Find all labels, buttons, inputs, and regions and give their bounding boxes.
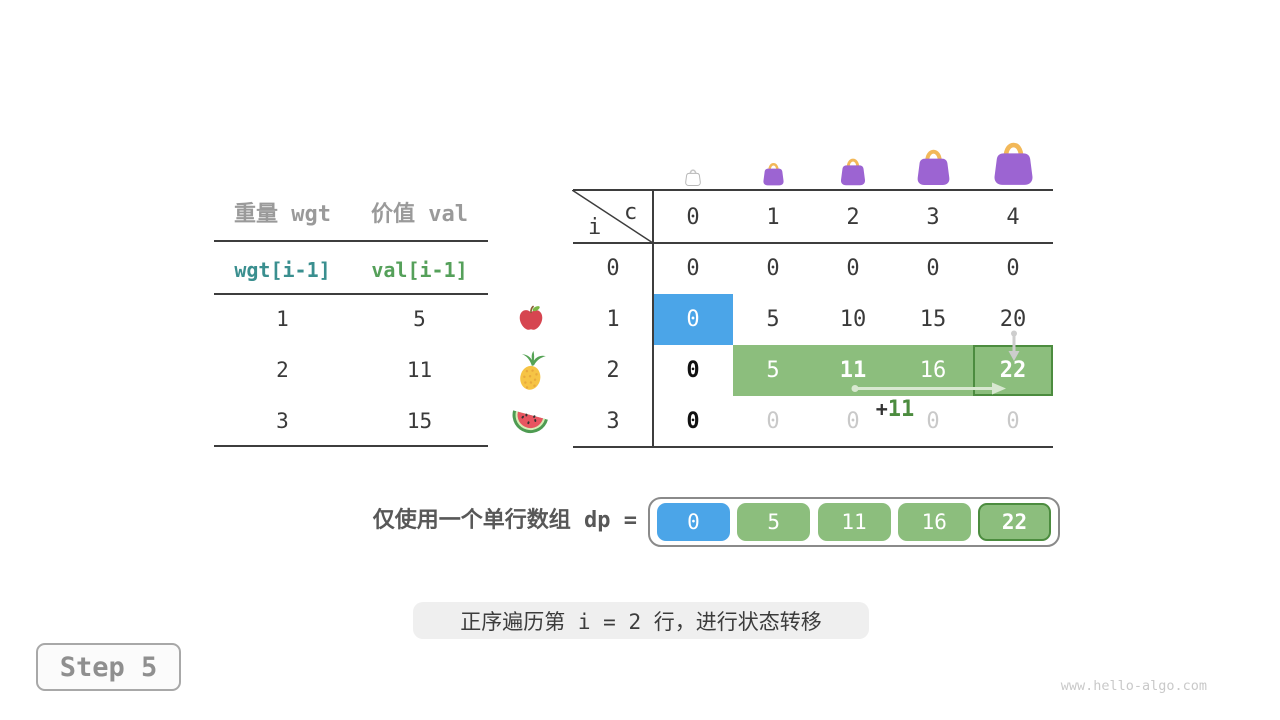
dp-cell-0-3: 0 (926, 256, 940, 281)
dp-array-cell-4: 22 (978, 503, 1051, 541)
watermark: www.hello-algo.com (1060, 678, 1207, 694)
items-table-rule-mid (214, 293, 488, 295)
corner-diagonal-line (572, 190, 653, 243)
col-header-2: 2 (846, 204, 860, 230)
dp-array-cell-1: 5 (737, 503, 811, 541)
pineapple-icon (520, 351, 546, 390)
caption-box: 正序遍历第 i = 2 行，进行状态转移 (413, 602, 869, 639)
dp-cell-1-0: 0 (686, 307, 700, 332)
dp-cell-1-1: 5 (766, 307, 780, 332)
dp-cell-2-3: 16 (919, 358, 947, 383)
dp-cell-1-2: 10 (839, 307, 867, 332)
items-table-row-2: 2 11 (214, 344, 488, 395)
item2-weight: 2 (276, 357, 289, 382)
dp-array-container: 0 5 11 16 22 (648, 497, 1060, 547)
value-column-header: 价值 val (371, 201, 468, 227)
bag-medium-icon (840, 158, 866, 186)
dp-cell-3-2: 0 (846, 409, 860, 434)
weight-column-header: 重量 wgt (234, 201, 331, 227)
dp-table-rule-top (573, 189, 1053, 191)
col-header-3: 3 (926, 204, 940, 230)
empty-bag-icon (685, 169, 701, 186)
dp-array-label: 仅使用一个单行数组 dp = (290, 506, 637, 536)
dp-cell-0-4: 0 (1006, 256, 1020, 281)
dp-cell-1-3: 15 (919, 307, 947, 332)
bag-xlarge-icon (994, 142, 1033, 185)
plus-operator: + (875, 397, 888, 421)
wgt-formula: wgt[i-1] (234, 257, 331, 282)
items-table-formula-row: wgt[i-1] val[i-1] (214, 244, 488, 295)
col-header-0: 0 (686, 204, 700, 230)
bag-large-icon (917, 149, 950, 185)
dp-cell-3-4: 0 (1006, 409, 1020, 434)
dp-cell-3-3: 0 (926, 409, 940, 434)
items-table-rule-top (214, 240, 488, 242)
dp-array-label-cn: 仅使用一个单行数组 (372, 508, 571, 533)
item2-value: 11 (406, 357, 433, 382)
plus-value-annotation: + 11 (853, 396, 937, 422)
plus-value: 11 (887, 396, 915, 422)
dp-array-label-expr: dp = (570, 508, 637, 533)
item3-weight: 3 (276, 408, 289, 433)
items-table-header: 重量 wgt 价值 val (214, 186, 488, 237)
val-formula: val[i-1] (371, 257, 468, 282)
row-header-0: 0 (606, 256, 620, 281)
dp-table-rule-vertical (652, 189, 654, 448)
row-header-1: 1 (606, 307, 620, 332)
item3-value: 15 (406, 408, 433, 433)
items-table-row-1: 1 5 (214, 293, 488, 344)
apple-icon (519, 305, 543, 330)
dp-cell-1-4: 20 (999, 307, 1027, 332)
bag-small-icon (763, 163, 784, 186)
watermelon-icon (512, 410, 548, 434)
row-header-3: 3 (606, 409, 620, 434)
dp-cell-0-0: 0 (686, 256, 700, 281)
dp-cell-0-1: 0 (766, 256, 780, 281)
dp-array-cell-0: 0 (657, 503, 730, 541)
dp-cell-3-0: 0 (686, 409, 700, 434)
items-table-row-3: 3 15 (214, 395, 488, 446)
dp-cell-2-2: 11 (839, 358, 867, 383)
item1-value: 5 (413, 306, 426, 331)
dp-cell-2-1: 5 (766, 358, 780, 383)
transition-arrow-right-icon (851, 382, 1006, 395)
col-header-1: 1 (766, 204, 780, 230)
col-header-4: 4 (1006, 204, 1020, 230)
corner-row-variable: i (588, 215, 602, 240)
corner-col-variable: c (624, 200, 638, 225)
transition-arrow-down-icon (1008, 330, 1020, 361)
items-table-rule-bottom (214, 445, 488, 447)
dp-cell-3-1: 0 (766, 409, 780, 434)
step-badge: Step 5 (36, 643, 181, 691)
row-header-2: 2 (606, 358, 620, 383)
dp-array-cell-3: 16 (897, 503, 971, 541)
dp-cell-0-2: 0 (846, 256, 860, 281)
dp-cell-2-0: 0 (686, 358, 700, 383)
dp-array-cell-2: 11 (817, 503, 891, 541)
dp-table-rule-bottom (573, 446, 1053, 448)
item1-weight: 1 (276, 306, 289, 331)
dp-cell-2-4: 22 (999, 358, 1027, 383)
highlight-cell-i1-c0 (653, 294, 733, 345)
dp-table-rule-header (573, 242, 1053, 244)
